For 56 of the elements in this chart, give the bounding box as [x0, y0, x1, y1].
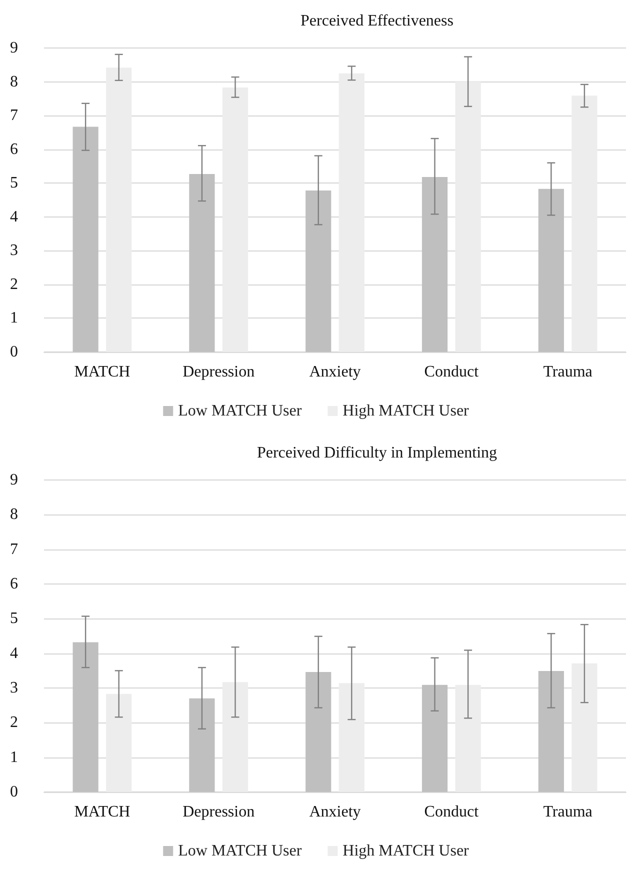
bar — [306, 190, 332, 352]
bar — [338, 73, 364, 352]
bar — [338, 683, 364, 792]
bar — [306, 672, 332, 792]
x-tick-label: Trauma — [543, 804, 592, 820]
bar — [72, 642, 98, 792]
bar — [455, 82, 481, 352]
y-tick-label: 1 — [10, 748, 18, 766]
y-tick-label: 6 — [10, 140, 18, 158]
y-tick-label: 5 — [10, 174, 18, 192]
bar — [222, 682, 248, 792]
y-tick-label: 5 — [10, 610, 18, 628]
bar — [422, 684, 448, 792]
y-tick-label: 0 — [10, 344, 18, 360]
y-tick-label: 7 — [10, 540, 18, 558]
y-tick-label: 4 — [10, 644, 18, 662]
x-tick-label: Depression — [182, 364, 255, 380]
bar — [455, 684, 481, 792]
y-tick-label: 3 — [10, 680, 18, 696]
bar — [189, 698, 215, 792]
bar — [189, 174, 215, 352]
bar — [538, 188, 564, 352]
y-tick-label: 6 — [10, 576, 18, 592]
bar — [572, 663, 598, 792]
y-tick-label: 0 — [10, 784, 18, 800]
y-tick-label: 8 — [10, 506, 18, 524]
y-tick-label: 2 — [10, 276, 18, 293]
legend-label: High MATCH User — [342, 402, 470, 420]
y-tick-label: 2 — [10, 714, 18, 732]
x-tick-label: Anxiety — [309, 364, 361, 380]
y-tick-label: 3 — [10, 242, 18, 260]
x-tick-label: Depression — [182, 804, 255, 820]
y-tick-label: 4 — [10, 208, 18, 226]
x-tick-label: Anxiety — [309, 804, 361, 820]
legend-label: Low MATCH User — [178, 842, 302, 860]
legend-label: Low MATCH User — [178, 402, 302, 420]
bar — [538, 671, 564, 792]
y-tick-label: 7 — [10, 107, 18, 124]
y-tick-label: 9 — [10, 472, 18, 488]
x-tick-label: MATCH — [74, 804, 131, 820]
y-tick-label: 9 — [10, 40, 18, 56]
bar — [106, 694, 132, 792]
y-tick-label: 1 — [10, 310, 18, 327]
bar — [422, 177, 448, 352]
legend-label: High MATCH User — [342, 842, 470, 860]
bar — [222, 88, 248, 352]
chart-title: Perceived Effectiveness — [300, 12, 454, 30]
bar — [106, 68, 132, 352]
x-tick-label: MATCH — [74, 364, 131, 380]
bar — [72, 126, 98, 352]
x-tick-label: Conduct — [424, 364, 480, 380]
x-tick-label: Conduct — [424, 804, 480, 820]
y-tick-label: 8 — [10, 73, 18, 90]
bar — [572, 96, 598, 352]
chart-title: Perceived Difficulty in Implementing — [256, 444, 498, 462]
x-tick-label: Trauma — [543, 364, 592, 380]
